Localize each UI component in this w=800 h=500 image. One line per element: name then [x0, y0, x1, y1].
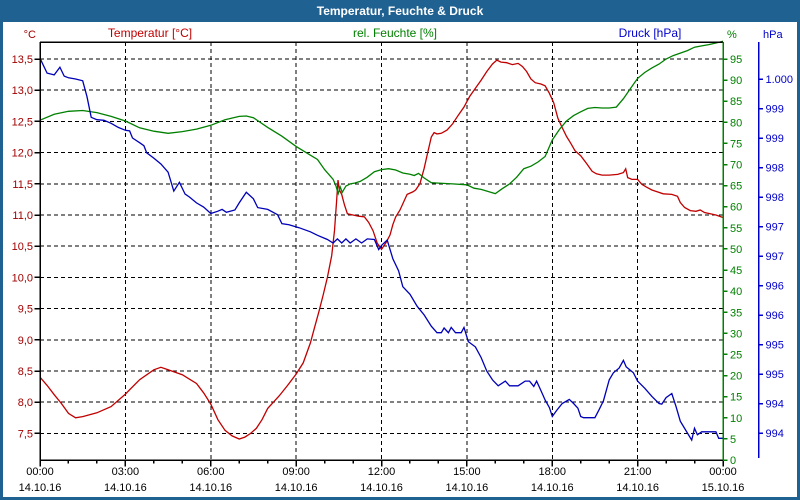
date-label: 14.10.16 — [531, 482, 574, 494]
pressure-tick-label: 996 — [766, 310, 784, 322]
time-label: 15:00 — [453, 466, 481, 478]
humidity-tick-label: 85 — [730, 96, 742, 108]
time-label: 03:00 — [112, 466, 140, 478]
humidity-curve — [39, 40, 724, 196]
humidity-tick-label: 50 — [730, 244, 742, 256]
time-label: 00:00 — [26, 466, 54, 478]
temperature-tick-label: 10,0 — [12, 272, 33, 284]
humidity-tick-label: 30 — [730, 328, 742, 340]
time-label: 18:00 — [538, 466, 566, 478]
temperature-tick-label: 8,0 — [18, 397, 33, 409]
humidity-tick-label: 0 — [730, 455, 736, 467]
date-label: 14.10.16 — [360, 482, 403, 494]
legend-pressure: Druck [hPa] — [618, 26, 682, 40]
temperature-tick-label: 10,5 — [12, 241, 33, 253]
title-bar: Temperatur, Feuchte & Druck — [0, 0, 800, 22]
time-label: 00:00 — [709, 466, 737, 478]
humidity-tick-label: 70 — [730, 160, 742, 172]
date-label: 14.10.16 — [19, 482, 62, 494]
humidity-tick-label: 75 — [730, 138, 742, 150]
humidity-tick-label: 45 — [730, 265, 742, 277]
humidity-tick-label: 25 — [730, 349, 742, 361]
pressure-tick-label: 996 — [766, 281, 784, 293]
temperature-tick-label: 11,5 — [12, 179, 33, 191]
humidity-tick-label: 55 — [730, 223, 742, 235]
humidity-tick-label: 80 — [730, 117, 742, 129]
pressure-tick-label: 999 — [766, 104, 784, 116]
pressure-tick-label: 998 — [766, 163, 784, 175]
humidity-tick-label: 20 — [730, 371, 742, 383]
pressure-tick-label: 997 — [766, 251, 784, 263]
temperature-tick-label: 12,0 — [12, 148, 33, 160]
pressure-tick-label: 997 — [766, 222, 784, 234]
pressure-tick-label: 994 — [766, 399, 784, 411]
humidity-tick-label: 90 — [730, 75, 742, 87]
pressure-tick-label: 995 — [766, 369, 784, 381]
humidity-axis-unit: % — [727, 29, 737, 41]
temperature-tick-label: 8,5 — [18, 366, 33, 378]
pressure-curve — [39, 58, 723, 442]
humidity-tick-label: 60 — [730, 202, 742, 214]
temperature-curve — [39, 59, 724, 440]
temperature-tick-label: 12,5 — [12, 116, 33, 128]
time-label: 12:00 — [368, 466, 396, 478]
time-label: 21:00 — [624, 466, 652, 478]
humidity-tick-label: 35 — [730, 307, 742, 319]
temperature-tick-label: 9,0 — [18, 335, 33, 347]
pressure-tick-label: 1.000 — [766, 74, 794, 86]
humidity-tick-label: 15 — [730, 392, 742, 404]
pressure-tick-label: 995 — [766, 340, 784, 352]
humidity-tick-label: 5 — [730, 434, 736, 446]
legend-temperature: Temperatur [°C] — [107, 26, 193, 40]
temperature-tick-label: 13,5 — [12, 54, 33, 66]
temperature-axis-unit: °C — [24, 29, 36, 41]
pressure-tick-label: 994 — [766, 428, 784, 440]
humidity-tick-label: 40 — [730, 286, 742, 298]
temperature-tick-label: 11,0 — [12, 210, 33, 222]
date-label: 14.10.16 — [275, 482, 318, 494]
legend-humidity: rel. Feuchte [%] — [352, 26, 438, 40]
time-label: 09:00 — [282, 466, 310, 478]
date-label: 15.10.16 — [702, 482, 745, 494]
humidity-tick-label: 95 — [730, 54, 742, 66]
pressure-tick-label: 998 — [766, 192, 784, 204]
humidity-tick-label: 10 — [730, 413, 742, 425]
temperature-tick-label: 7,5 — [18, 428, 33, 440]
pressure-tick-label: 999 — [766, 133, 784, 145]
date-label: 14.10.16 — [616, 482, 659, 494]
time-label: 06:00 — [197, 466, 225, 478]
date-label: 14.10.16 — [189, 482, 232, 494]
pressure-axis-unit: hPa — [763, 29, 783, 41]
date-label: 14.10.16 — [104, 482, 147, 494]
page-title: Temperatur, Feuchte & Druck — [316, 4, 484, 18]
date-label: 14.10.16 — [445, 482, 488, 494]
humidity-tick-label: 65 — [730, 181, 742, 193]
temperature-tick-label: 9,5 — [18, 304, 33, 316]
temperature-tick-label: 13,0 — [12, 85, 33, 97]
